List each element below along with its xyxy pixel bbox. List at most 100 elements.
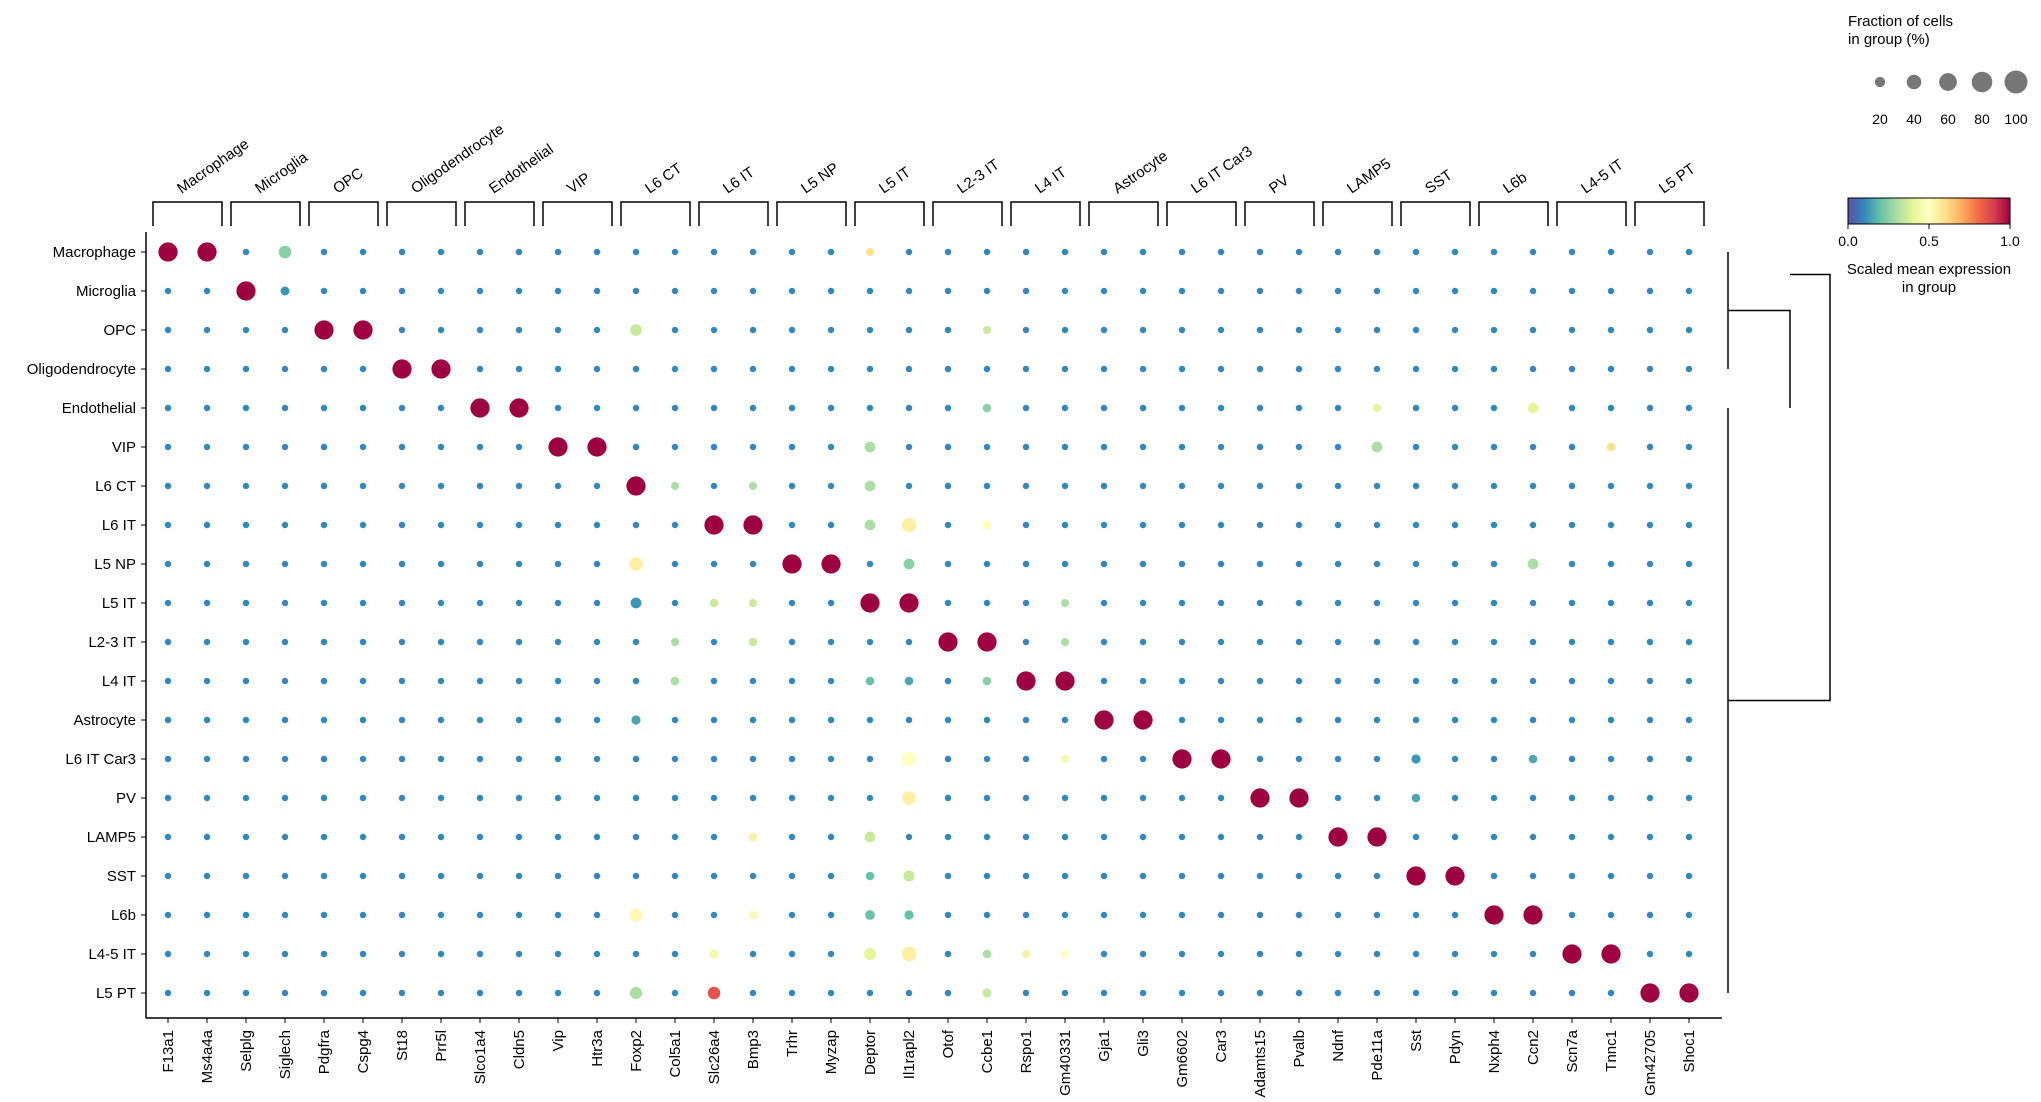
dot bbox=[242, 365, 250, 373]
dot bbox=[1139, 872, 1147, 880]
dot bbox=[788, 716, 796, 724]
dot bbox=[671, 287, 679, 295]
dot bbox=[1451, 950, 1459, 958]
dot bbox=[1256, 443, 1264, 451]
dot bbox=[1685, 950, 1693, 958]
dot bbox=[320, 755, 328, 763]
dot bbox=[865, 910, 875, 920]
dot bbox=[1100, 794, 1108, 802]
dot bbox=[359, 638, 367, 646]
fraction-legend-dot bbox=[1874, 76, 1886, 88]
dot bbox=[671, 911, 679, 919]
dot bbox=[1646, 950, 1654, 958]
dot bbox=[1100, 560, 1108, 568]
column-labels: F13a1 Ms4a4a Selplg Siglech Pdgfra Cspg4 St18 P… bbox=[160, 1018, 1698, 1098]
gene-group-label: L6b bbox=[1500, 169, 1530, 197]
dot bbox=[1256, 599, 1264, 607]
dot bbox=[1490, 326, 1498, 334]
column-label: Sst bbox=[1408, 1029, 1425, 1052]
dot bbox=[944, 872, 952, 880]
dot bbox=[1607, 677, 1615, 685]
column-label: Shoc1 bbox=[1681, 1030, 1698, 1073]
dot bbox=[749, 248, 757, 256]
column-label: Htr3a bbox=[589, 1029, 606, 1066]
dot bbox=[593, 950, 601, 958]
dot bbox=[1178, 599, 1186, 607]
dot bbox=[1022, 794, 1030, 802]
column-label: Nxph4 bbox=[1486, 1030, 1503, 1073]
dot bbox=[865, 871, 875, 881]
dot bbox=[748, 637, 758, 647]
dot bbox=[1568, 287, 1576, 295]
dot bbox=[866, 287, 874, 295]
dot bbox=[1411, 754, 1421, 764]
dot bbox=[1295, 950, 1303, 958]
dot bbox=[1139, 989, 1147, 997]
dot bbox=[554, 404, 562, 412]
row-label: VIP bbox=[112, 439, 136, 456]
dot bbox=[743, 515, 763, 535]
dot bbox=[242, 326, 250, 334]
dot bbox=[515, 716, 523, 724]
dot bbox=[1178, 794, 1186, 802]
dot bbox=[1334, 287, 1342, 295]
dot bbox=[320, 521, 328, 529]
dot bbox=[476, 638, 484, 646]
dot bbox=[1373, 989, 1381, 997]
dot bbox=[944, 833, 952, 841]
dot bbox=[164, 638, 172, 646]
dot bbox=[827, 755, 835, 763]
dot bbox=[904, 910, 914, 920]
dot bbox=[1490, 794, 1498, 802]
row-label: L6 CT bbox=[95, 478, 136, 495]
dot bbox=[671, 365, 679, 373]
dot bbox=[866, 755, 874, 763]
dot bbox=[1373, 482, 1381, 490]
column-label: St18 bbox=[394, 1030, 411, 1061]
dot bbox=[1295, 989, 1303, 997]
dot bbox=[281, 677, 289, 685]
dot bbox=[593, 638, 601, 646]
dot bbox=[1217, 365, 1225, 373]
dot bbox=[632, 443, 640, 451]
dot bbox=[632, 794, 640, 802]
dot bbox=[632, 872, 640, 880]
dot bbox=[1523, 905, 1543, 925]
dot bbox=[749, 755, 757, 763]
dot bbox=[905, 482, 913, 490]
dot bbox=[593, 599, 601, 607]
dot bbox=[1568, 443, 1576, 451]
dot bbox=[509, 398, 529, 418]
dot bbox=[1529, 989, 1537, 997]
colorbar-legend: 0.0 0.5 1.0 Scaled mean expression in grou… bbox=[1838, 197, 2020, 296]
dot bbox=[788, 287, 796, 295]
dot bbox=[788, 638, 796, 646]
dot bbox=[1139, 794, 1147, 802]
dot bbox=[1451, 911, 1459, 919]
row-label: L5 PT bbox=[96, 985, 136, 1002]
dot bbox=[749, 443, 757, 451]
dot bbox=[1373, 287, 1381, 295]
dot bbox=[1022, 716, 1030, 724]
gene-group-bracket bbox=[1556, 201, 1627, 226]
dot bbox=[1451, 482, 1459, 490]
dot bbox=[827, 833, 835, 841]
dot bbox=[866, 404, 874, 412]
dot bbox=[902, 791, 916, 805]
dot bbox=[1256, 638, 1264, 646]
dot bbox=[632, 677, 640, 685]
dot bbox=[1217, 560, 1225, 568]
dot bbox=[671, 794, 679, 802]
gene-group-label: LAMP5 bbox=[1344, 155, 1394, 197]
dot bbox=[1451, 833, 1459, 841]
dot bbox=[903, 870, 915, 882]
dot bbox=[281, 950, 289, 958]
dot bbox=[626, 476, 646, 496]
dot bbox=[593, 326, 601, 334]
dot bbox=[398, 950, 406, 958]
column-label: Vip bbox=[550, 1030, 567, 1051]
dot bbox=[1490, 248, 1498, 256]
dot bbox=[1100, 755, 1108, 763]
dot bbox=[1022, 404, 1030, 412]
dot bbox=[1490, 716, 1498, 724]
